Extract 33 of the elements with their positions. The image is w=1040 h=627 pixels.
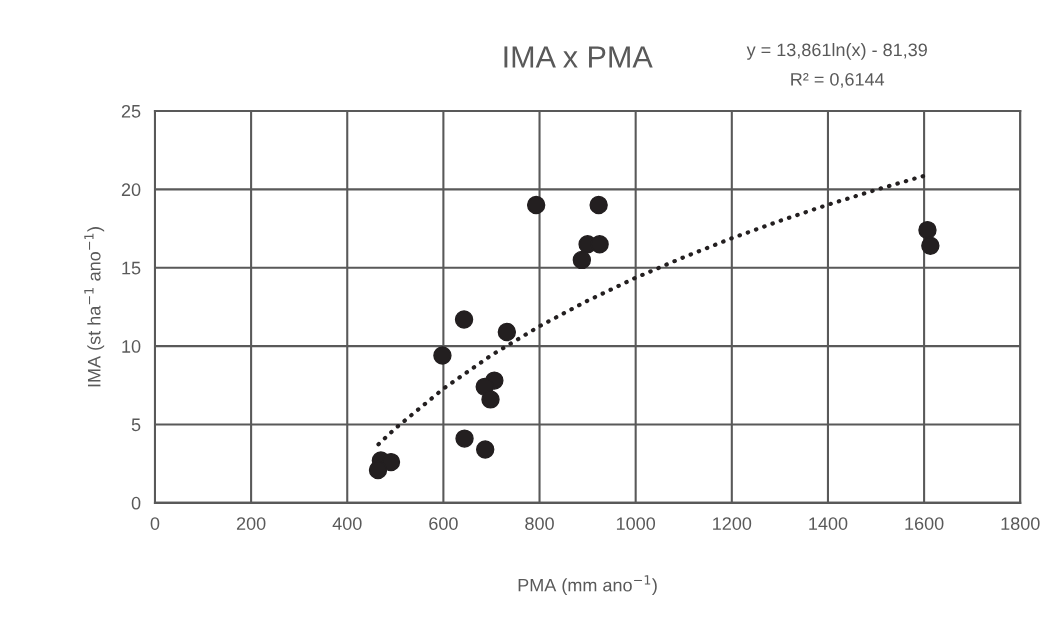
- x-tick-label: 1600: [905, 517, 944, 531]
- x-tick-label: 200: [236, 517, 266, 531]
- y-tick-label: 25: [121, 104, 141, 118]
- x-tick-label: 1200: [713, 517, 752, 531]
- y-tick-label: 5: [131, 418, 141, 432]
- point: [497, 322, 517, 342]
- x-tick-label: 0: [150, 517, 160, 531]
- y-axis-title: IMA (st ha$^{−1}$ ano$^{−1}$): [84, 227, 105, 387]
- text: R² = 0,6144: [791, 72, 885, 88]
- y-tick-label: 10: [122, 340, 141, 353]
- text: y = 13,861ln(x) - 81,39: [746, 43, 927, 60]
- x-tick-label: 400: [332, 517, 362, 531]
- point: [454, 310, 474, 329]
- point: [572, 250, 592, 270]
- point: [481, 390, 500, 409]
- x-tick-label: 1800: [1001, 517, 1040, 531]
- point: [368, 460, 388, 480]
- chart-title: IMA x PMA: [504, 46, 653, 68]
- point: [476, 440, 495, 459]
- x-tick-label: 1400: [809, 517, 848, 531]
- y-tick-label: 15: [122, 261, 141, 275]
- x-tick-label: 1000: [616, 517, 656, 531]
- point: [433, 346, 452, 365]
- point: [526, 195, 546, 215]
- x-tick-label: 800: [525, 517, 554, 531]
- y-tick-label: 20: [121, 183, 141, 197]
- point: [918, 220, 937, 240]
- x-axis-title: PMA (mm ano$^{−1}$): [518, 575, 657, 596]
- y-tick-label: 0: [131, 496, 141, 510]
- point: [455, 429, 474, 448]
- x-tick-label: 600: [429, 517, 458, 531]
- point: [921, 236, 940, 255]
- point: [589, 195, 608, 215]
